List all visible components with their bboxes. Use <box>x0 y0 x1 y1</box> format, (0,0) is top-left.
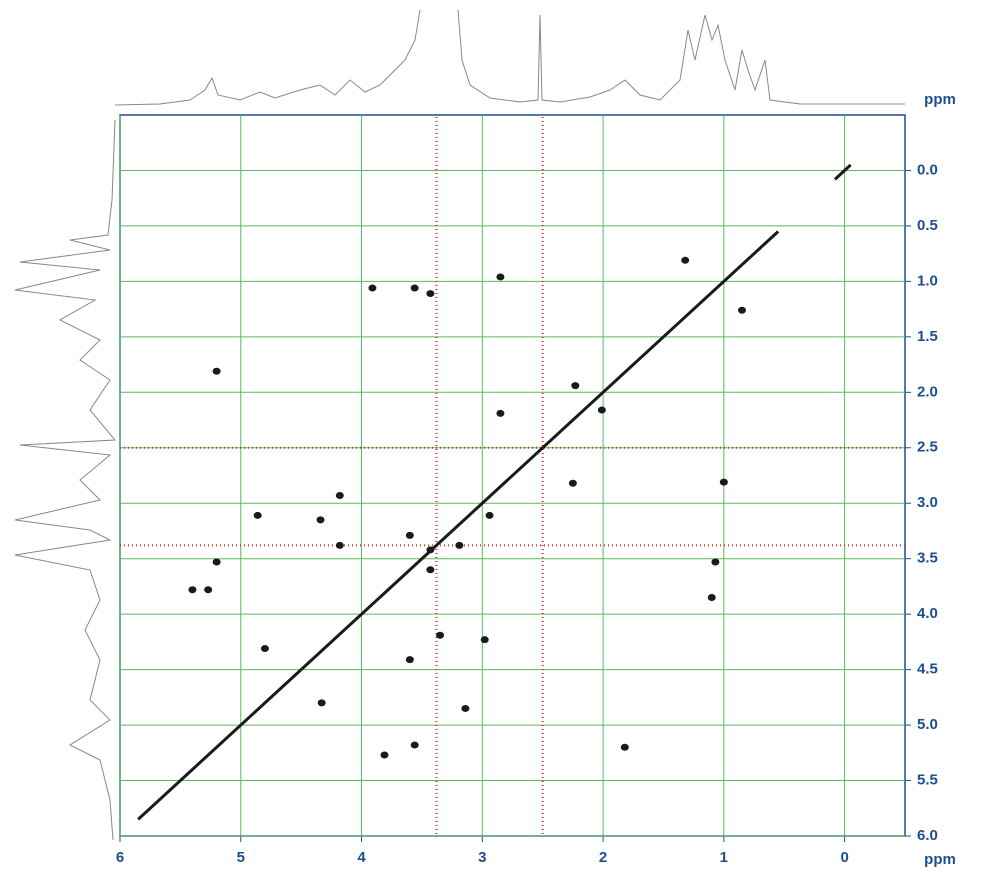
cross-peak <box>410 741 419 749</box>
cross-peak <box>707 594 716 602</box>
cross-peak <box>485 511 494 519</box>
cross-peak <box>204 586 213 594</box>
cross-peak <box>316 516 325 524</box>
y-tick-label: 5.0 <box>917 716 938 733</box>
cross-peak <box>496 409 505 417</box>
y-tick-label: 0.0 <box>917 161 938 178</box>
y-tick-label: 4.5 <box>917 661 938 678</box>
y-tick-label: 2.0 <box>917 383 938 400</box>
x-tick-label: 6 <box>116 849 124 866</box>
cross-peak <box>455 541 464 549</box>
x-tick-label: 4 <box>357 849 366 866</box>
cross-peak <box>260 645 269 653</box>
cross-peak <box>405 531 414 539</box>
cross-peak <box>496 273 505 281</box>
cross-peak <box>597 406 606 414</box>
cross-peak <box>711 558 720 566</box>
cross-peak <box>426 290 435 298</box>
y-tick-label: 1.5 <box>917 328 938 345</box>
cross-peak <box>681 256 690 264</box>
cross-peak <box>368 284 377 292</box>
y-tick-label: 4.0 <box>917 605 938 622</box>
cross-peak <box>737 306 746 314</box>
cross-peak <box>620 743 629 751</box>
cross-peak <box>335 491 344 499</box>
x-tick-label: 2 <box>599 849 607 866</box>
x-tick-label: 5 <box>237 849 245 866</box>
cross-peak <box>253 511 262 519</box>
cross-peak <box>405 656 414 664</box>
cross-peak <box>568 479 577 487</box>
y-axis-label: ppm <box>924 91 956 108</box>
top-projection <box>114 9 905 106</box>
cross-peak <box>212 367 221 375</box>
x-axis-label: ppm <box>924 851 956 868</box>
y-tick-label: 2.5 <box>917 439 938 456</box>
left-projection <box>14 119 117 841</box>
cross-peak <box>335 541 344 549</box>
cross-peak <box>317 699 326 707</box>
cross-peak <box>188 586 197 594</box>
y-tick-label: 0.5 <box>917 217 938 234</box>
cross-peak <box>410 284 419 292</box>
cross-peak <box>436 631 445 639</box>
y-tick-label: 3.5 <box>917 550 938 567</box>
diagonal-line <box>137 230 780 821</box>
x-tick-label: 3 <box>478 849 486 866</box>
y-tick-label: 5.5 <box>917 772 938 789</box>
y-tick-label: 1.0 <box>917 272 938 289</box>
y-tick-label: 3.0 <box>917 494 938 511</box>
cross-peak <box>571 382 580 390</box>
x-tick-label: 0 <box>840 849 848 866</box>
cross-peak <box>212 558 221 566</box>
cross-peak <box>426 566 435 574</box>
cross-peak <box>461 704 470 712</box>
cross-peak <box>480 636 489 644</box>
cross-peak <box>380 751 389 759</box>
y-tick-label: 6.0 <box>917 827 938 844</box>
diagonal-line <box>833 163 852 181</box>
cross-peak <box>719 478 728 486</box>
x-tick-label: 1 <box>720 849 728 866</box>
